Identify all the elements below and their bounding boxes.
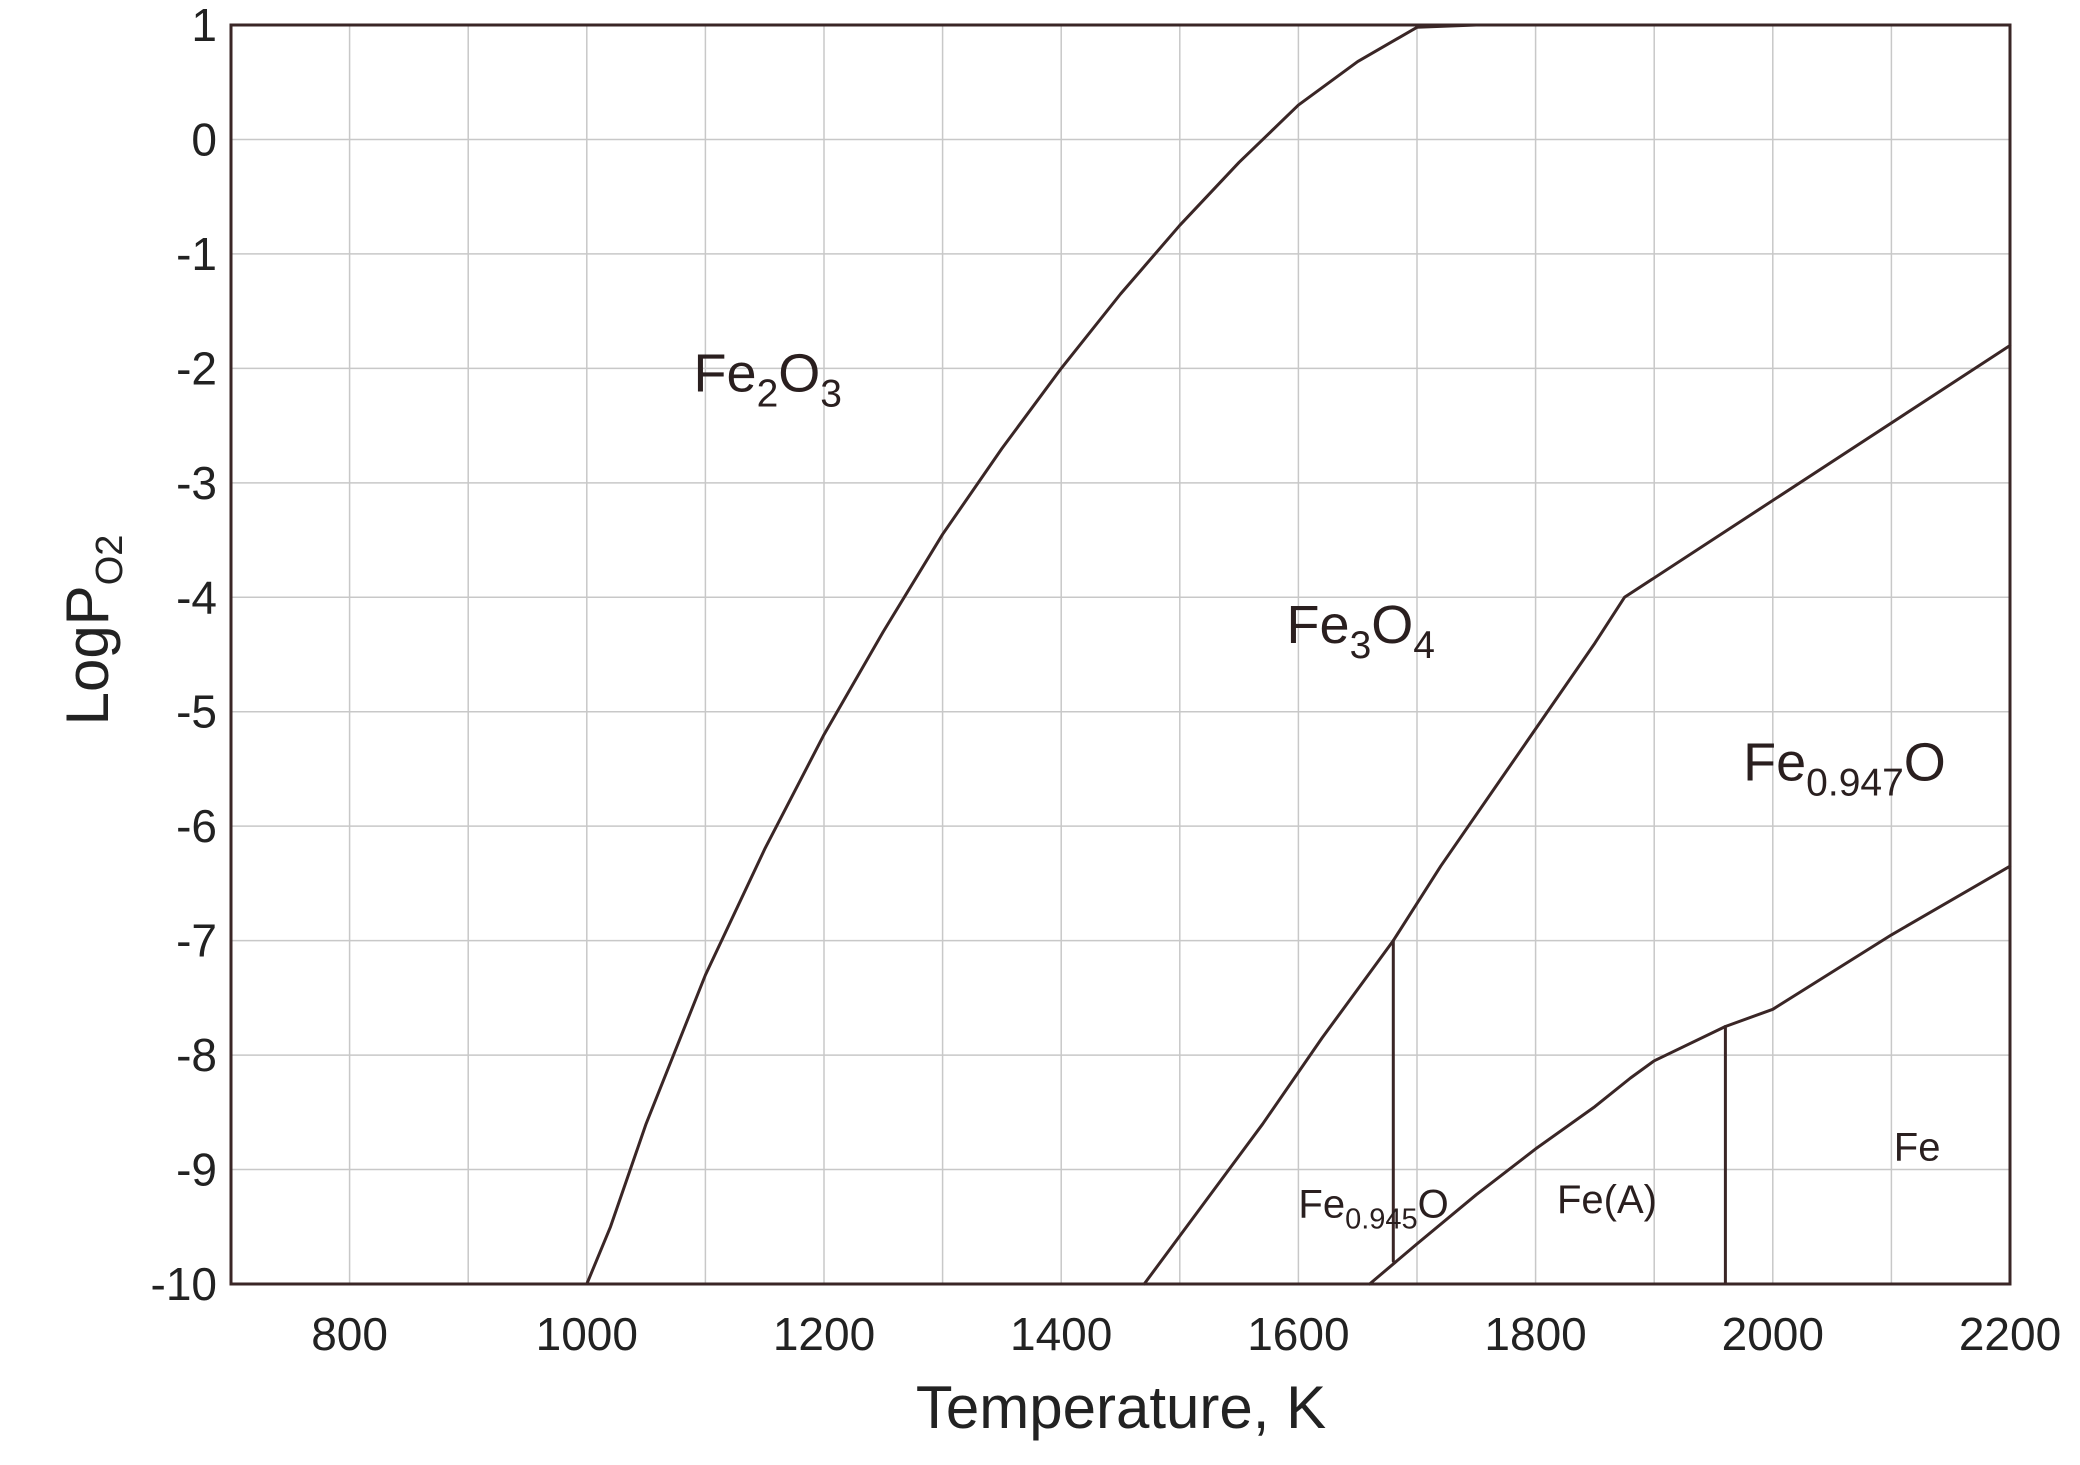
y-tick-label: -6	[176, 800, 217, 852]
x-axis-label: Temperature, K	[916, 1374, 1326, 1441]
x-tick-labels: 800 1000 1200 1400 1600 1800 2000 2200	[311, 1308, 2061, 1360]
region-label: Fe0.947O	[1743, 732, 1946, 804]
x-tick-label: 2200	[1959, 1308, 2061, 1360]
y-axis-label-base: LogP	[54, 585, 121, 725]
y-tick-label: -8	[176, 1029, 217, 1081]
y-tick-label: -10	[151, 1258, 217, 1310]
region-label: Fe	[1894, 1125, 1941, 1169]
region-label: Fe(A)	[1557, 1178, 1657, 1222]
y-tick-label: -4	[176, 571, 217, 623]
region-label: Fe2O3	[694, 343, 842, 415]
x-tick-label: 2000	[1722, 1308, 1824, 1360]
x-tick-label: 1800	[1484, 1308, 1586, 1360]
y-tick-label: -9	[176, 1144, 217, 1196]
region-label: Fe3O4	[1287, 595, 1435, 667]
plot-frame	[229, 23, 2012, 1286]
phase-boundary-2	[1142, 344, 2012, 1286]
y-tick-label: -7	[176, 915, 217, 967]
y-tick-labels: 1 0 -1 -2 -3 -4 -5 -6 -7 -8 -9 -10	[151, 0, 217, 1310]
y-tick-label: 0	[191, 113, 217, 165]
x-tick-label: 1200	[773, 1308, 875, 1360]
x-tick-label: 1600	[1247, 1308, 1349, 1360]
phase-boundary-4	[1368, 864, 2012, 1286]
x-tick-label: 1000	[536, 1308, 638, 1360]
y-tick-label: -2	[176, 342, 217, 394]
grid-layer	[231, 25, 2010, 1284]
y-tick-label: -3	[176, 457, 217, 509]
y-tick-label: -1	[176, 228, 217, 280]
region-label: Fe0.945O	[1298, 1183, 1448, 1236]
y-tick-label: -5	[176, 686, 217, 738]
x-tick-label: 800	[311, 1308, 388, 1360]
region-labels: Fe2O3 Fe3O4 Fe0.947O Fe0.945O Fe(A) Fe	[694, 343, 1946, 1235]
phase-boundary-1	[585, 23, 1478, 1286]
series-layer	[585, 23, 2012, 1286]
y-axis-label: LogPO2	[54, 535, 131, 726]
x-tick-label: 1400	[1010, 1308, 1112, 1360]
y-axis-label-sub: O2	[89, 535, 131, 586]
y-tick-label: 1	[191, 0, 217, 51]
